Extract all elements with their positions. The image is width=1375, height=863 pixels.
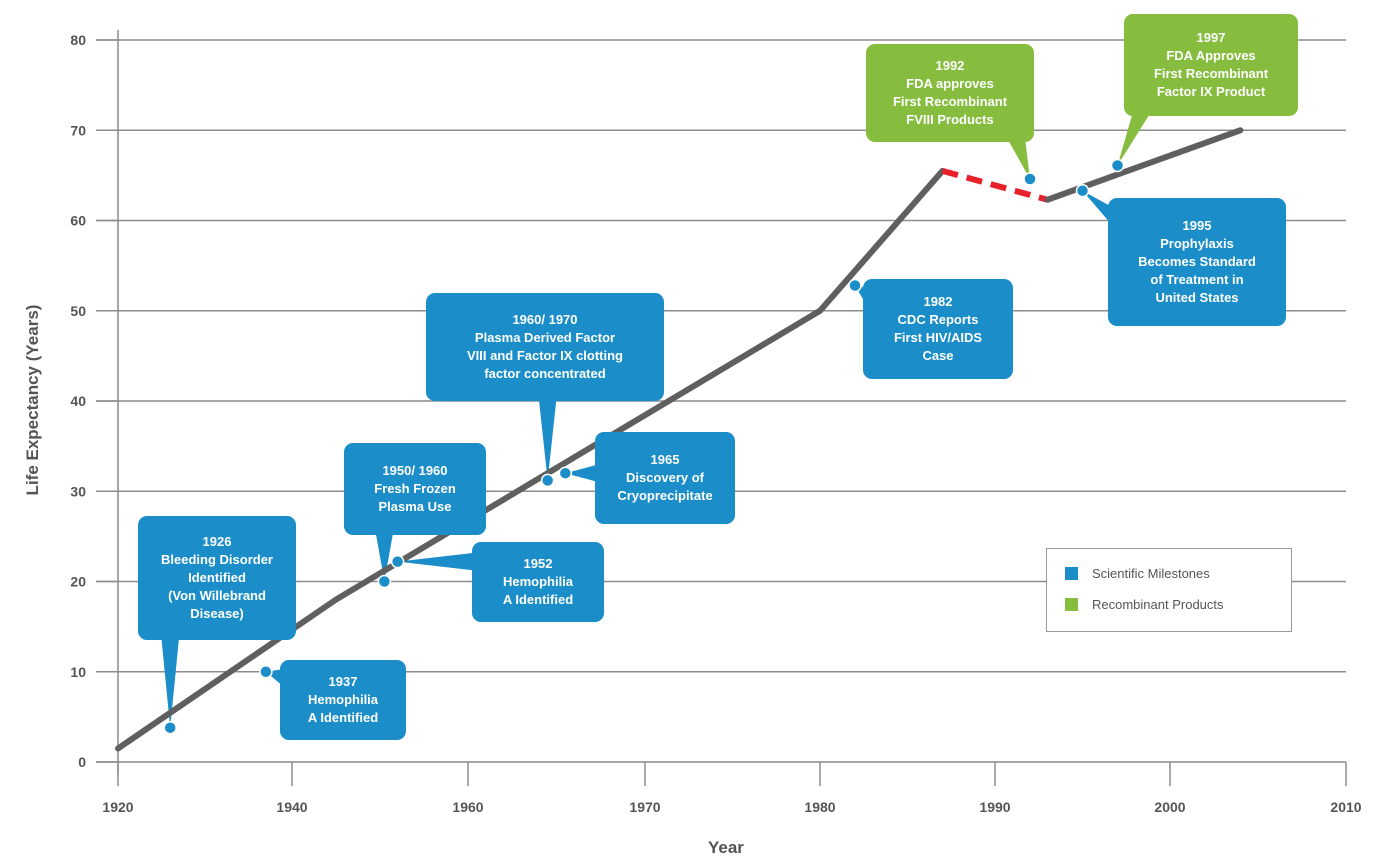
- callout-line: CDC Reports: [897, 312, 979, 327]
- y-tick-label-20: 20: [70, 574, 86, 590]
- data-marker-6: [558, 466, 573, 480]
- data-marker-1: [163, 720, 177, 735]
- callout-line: Prophylaxis: [1160, 236, 1234, 251]
- legend: Scientific Milestones Recombinant Produc…: [1046, 548, 1292, 632]
- tick-labels: 0 10 20 30 40 50 60 70 80 1920 1940 1960 1970 1980 199…: [70, 32, 1361, 815]
- data-marker-4: [390, 554, 405, 569]
- callout-pointers: [161, 112, 1151, 728]
- callout-line: Becomes Standard: [1138, 254, 1256, 269]
- callout-line: of Treatment in: [1150, 272, 1244, 287]
- callout-pointer-1926: [161, 636, 180, 728]
- data-marker-10: [1110, 158, 1125, 173]
- callout-year: 1997: [1196, 30, 1226, 45]
- callout-1965: 1965 Discovery of Cryoprecipitate: [595, 432, 735, 524]
- callout-year: 1937: [328, 674, 358, 689]
- x-tick-label-1960: 1960: [452, 799, 483, 815]
- callout-1937: 1937 Hemophilia A Identified: [280, 660, 406, 740]
- data-marker-9: [1075, 183, 1090, 198]
- y-tick-label-30: 30: [70, 483, 86, 499]
- callout-pointer-1965: [565, 464, 599, 483]
- callout-pointer-1992: [1007, 138, 1030, 179]
- legend-item-scientific: Scientific Milestones: [1065, 566, 1210, 581]
- callout-line: Cryoprecipitate: [617, 488, 713, 503]
- callout-line: Hemophilia: [502, 574, 574, 589]
- x-tick-label-2010: 2010: [1330, 799, 1361, 815]
- callout-year: 1952: [523, 556, 553, 571]
- callout-line: First Recombinant: [892, 94, 1008, 109]
- data-marker-8: [1023, 172, 1037, 186]
- y-tick-label-70: 70: [70, 122, 86, 138]
- callout-line: First Recombinant: [1153, 66, 1269, 81]
- axes: [96, 30, 1347, 786]
- callout-1950-1960: 1950/ 1960 Fresh Frozen Plasma Use: [344, 443, 486, 535]
- callout-year: 1992: [935, 58, 965, 73]
- y-tick-label-60: 60: [70, 213, 86, 229]
- callout-line: factor concentrated: [484, 366, 606, 381]
- callout-line: Factor IX Product: [1156, 84, 1266, 99]
- legend-swatch-scientific: [1065, 567, 1078, 580]
- callout-1960-1970: 1960/ 1970 Plasma Derived Factor VIII and …: [426, 293, 664, 401]
- callout-1952: 1952 Hemophilia A Identified: [472, 542, 604, 622]
- callout-1995: 1995 Prophylaxis Becomes Standard of Treatm…: [1108, 198, 1286, 326]
- callout-line: FDA approves: [906, 76, 994, 91]
- data-marker-5: [540, 473, 555, 488]
- callout-year: 1950/ 1960: [382, 463, 448, 478]
- callout-line: (Von Willebrand: [168, 588, 266, 603]
- callout-line: Plasma Derived Factor: [474, 330, 616, 345]
- data-markers: [163, 158, 1125, 735]
- callout-line: FVIII Products: [906, 112, 994, 127]
- series-line-2: [941, 167, 1049, 203]
- x-axis-title: Year: [708, 838, 744, 857]
- callout-1982: 1982 CDC Reports First HIV/AIDS Case: [863, 279, 1013, 379]
- callout-year: 1960/ 1970: [512, 312, 578, 327]
- y-tick-label-0: 0: [78, 754, 86, 770]
- y-axis-title: Life Expectancy (Years): [23, 304, 42, 496]
- callout-line: A Identified: [307, 710, 379, 725]
- callout-year: 1982: [923, 294, 953, 309]
- callout-line: Bleeding Disorder: [161, 552, 273, 567]
- callout-line: Hemophilia: [307, 692, 379, 707]
- callout-1992: 1992 FDA approves First Recombinant FVIII P…: [866, 44, 1034, 142]
- callout-line: United States: [1155, 290, 1239, 305]
- callout-1926: 1926 Bleeding Disorder Identified (Von Will…: [138, 516, 296, 640]
- x-tick-label-1980: 1980: [804, 799, 835, 815]
- callout-line: Plasma Use: [378, 499, 452, 514]
- callout-line: Identified: [188, 570, 246, 585]
- callout-pointer-1995: [1082, 190, 1112, 225]
- legend-item-recombinant: Recombinant Products: [1065, 597, 1224, 612]
- callout-pointer-1950-1960: [375, 531, 394, 582]
- legend-swatch-recombinant: [1065, 598, 1078, 611]
- data-marker-3: [377, 574, 392, 589]
- data-marker-2: [259, 665, 273, 679]
- data-marker-7: [848, 278, 862, 293]
- callout-line: Discovery of: [625, 470, 705, 485]
- callout-line: FDA Approves: [1166, 48, 1256, 63]
- callout-line: A Identified: [502, 592, 574, 607]
- legend-label-recombinant: Recombinant Products: [1092, 597, 1224, 612]
- callout-line: Disease): [190, 606, 244, 621]
- x-tick-label-1920: 1920: [102, 799, 133, 815]
- x-tick-label-1990: 1990: [979, 799, 1010, 815]
- callout-pointer-1997: [1117, 112, 1151, 166]
- callout-line: Fresh Frozen: [374, 481, 456, 496]
- callout-line: VIII and Factor IX clotting: [466, 348, 623, 363]
- callout-line: First HIV/AIDS: [893, 330, 983, 345]
- x-tick-label-1970: 1970: [629, 799, 660, 815]
- callout-year: 1926: [202, 534, 232, 549]
- callout-pointer-1952: [397, 552, 476, 571]
- y-tick-label-10: 10: [70, 664, 86, 680]
- callout-1997: 1997 FDA Approves First Recombinant Factor …: [1124, 14, 1298, 116]
- callout-year: 1965: [650, 452, 680, 467]
- y-tick-label-80: 80: [70, 32, 86, 48]
- series-line-1: [115, 167, 946, 752]
- y-tick-label-50: 50: [70, 303, 86, 319]
- callout-line: Case: [922, 348, 954, 363]
- callout-year: 1995: [1182, 218, 1212, 233]
- y-tick-label-40: 40: [70, 393, 86, 409]
- legend-label-scientific: Scientific Milestones: [1092, 566, 1210, 581]
- x-tick-label-1940: 1940: [276, 799, 307, 815]
- callout-pointer-1960-1970: [538, 397, 557, 481]
- x-tick-label-2000: 2000: [1154, 799, 1185, 815]
